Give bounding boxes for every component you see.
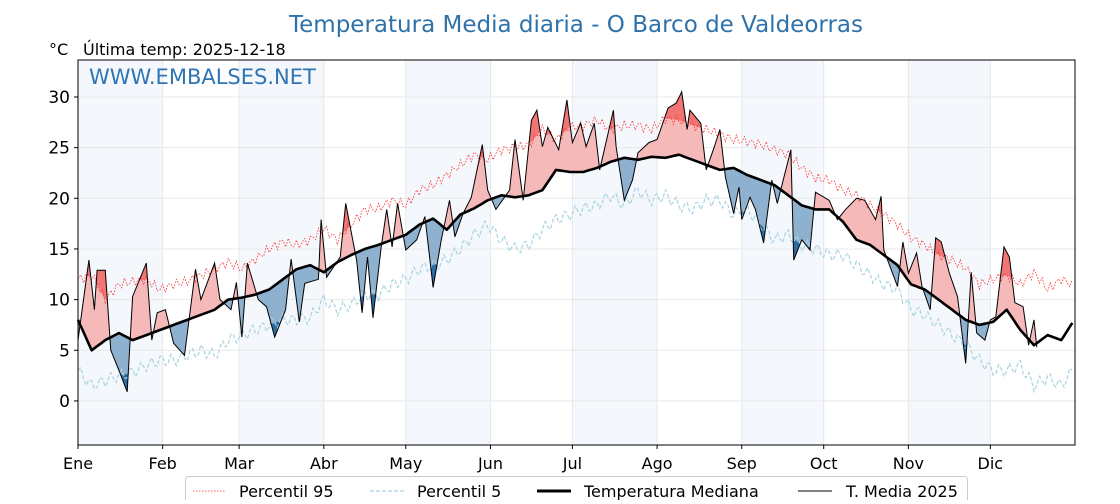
last-update-label: Última temp: 2025-12-18 xyxy=(83,40,286,59)
below-median-fill xyxy=(78,154,1037,392)
month-shade xyxy=(741,60,824,445)
y-tick-label: 0 xyxy=(59,392,70,412)
percentile-95-line xyxy=(77,114,1073,306)
above-median-fill xyxy=(78,91,1037,351)
plot-frame xyxy=(77,59,1076,446)
unit-label: °C xyxy=(49,40,68,59)
legend: Percentil 95 Percentil 5 Temperatura Med… xyxy=(185,476,968,504)
chart-title: Temperatura Media diaria - O Barco de Va… xyxy=(288,12,863,38)
watermark: WWW.EMBALSES.NET xyxy=(89,65,316,89)
x-tick-label: Jul xyxy=(562,454,582,473)
y-tick-label: 20 xyxy=(48,189,70,209)
month-shade xyxy=(78,60,163,445)
legend-label-2025: T. Media 2025 xyxy=(845,482,958,500)
temperature-2025-line xyxy=(77,90,1038,392)
y-axis: 0 5 10 15 20 25 30 xyxy=(48,88,78,412)
legend-label-median: Temperatura Mediana xyxy=(583,482,759,500)
x-tick-label: Oct xyxy=(810,454,838,473)
y-tick-label: 25 xyxy=(48,139,70,159)
month-shade xyxy=(405,60,491,445)
x-tick-label: Sep xyxy=(727,454,757,473)
x-tick-label: Mar xyxy=(224,454,255,473)
x-tick-label: Jun xyxy=(477,454,503,473)
x-tick-label: Dic xyxy=(978,454,1004,473)
anomaly-fills xyxy=(78,91,1037,392)
median-temperature-line xyxy=(76,153,1074,352)
percentile-5-line xyxy=(77,186,1073,394)
x-tick-label: Ene xyxy=(63,454,93,473)
legend-label-p95: Percentil 95 xyxy=(239,482,334,500)
grid-lines xyxy=(77,60,1075,445)
month-shade xyxy=(572,60,658,445)
legend-box xyxy=(185,476,968,504)
x-tick-label: Nov xyxy=(893,454,924,473)
series-lines xyxy=(76,90,1074,394)
legend-label-p5: Percentil 5 xyxy=(417,482,501,500)
x-tick-label: Abr xyxy=(310,454,338,473)
month-shade xyxy=(908,60,991,445)
y-tick-label: 15 xyxy=(48,240,70,260)
x-tick-label: May xyxy=(389,454,422,473)
y-tick-label: 5 xyxy=(59,341,70,361)
x-tick-label: Feb xyxy=(149,454,177,473)
x-tick-label: Ago xyxy=(642,454,673,473)
y-tick-label: 30 xyxy=(48,88,70,108)
month-shade xyxy=(239,60,324,445)
x-axis: Ene Feb Mar Abr May Jun Jul Ago Sep Oct Nov Dic xyxy=(63,445,1003,473)
y-tick-label: 10 xyxy=(48,291,70,311)
